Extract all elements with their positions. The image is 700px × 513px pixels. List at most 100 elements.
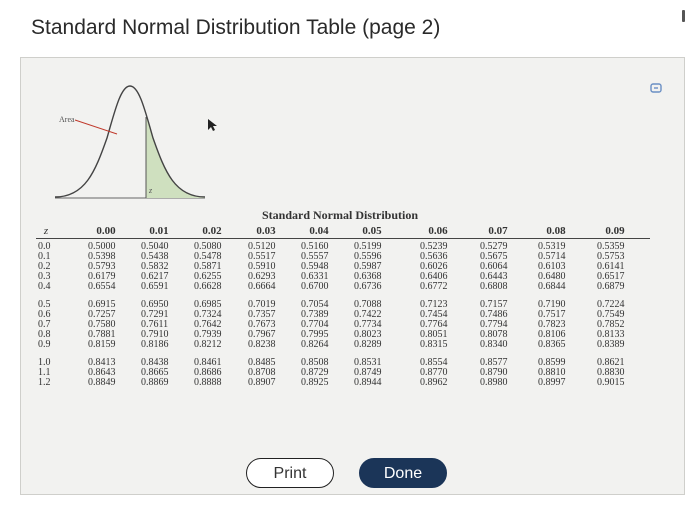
- table-cell: 0.5359: [597, 241, 625, 252]
- z-value: 0.2: [38, 261, 51, 272]
- table-cell: 0.5040: [141, 241, 169, 252]
- table-cell: 0.8315: [420, 339, 448, 350]
- window-control-icon[interactable]: [682, 10, 685, 22]
- z-value: 0.4: [38, 281, 51, 292]
- table-cell: 0.6026: [420, 261, 448, 272]
- table-cell: 0.8849: [88, 377, 116, 388]
- table-cell: 0.5987: [354, 261, 382, 272]
- table-cell: 0.7910: [141, 329, 169, 340]
- table-cell: 0.8888: [194, 377, 222, 388]
- table-cell: 0.7517: [538, 309, 566, 320]
- print-button[interactable]: Print: [246, 458, 334, 488]
- table-cell: 0.6808: [480, 281, 508, 292]
- table-cell: 0.7224: [597, 299, 625, 310]
- table-cell: 0.6331: [301, 271, 329, 282]
- table-cell: 0.7157: [480, 299, 508, 310]
- table-cell: 0.8133: [597, 329, 625, 340]
- table-cell: 0.7088: [354, 299, 382, 310]
- table-cell: 0.5832: [141, 261, 169, 272]
- value-column: 0.5040 0.5438 0.5832 0.6217 0.6591 0.6950 0.72…: [141, 242, 169, 388]
- table-cell: 0.8643: [88, 367, 116, 378]
- z-value: 0.6: [38, 309, 51, 320]
- table-cell: 0.7454: [420, 309, 448, 320]
- table-cell: 0.6844: [538, 281, 566, 292]
- table-cell: 0.8997: [538, 377, 566, 388]
- table-cell: 0.7734: [354, 319, 382, 330]
- z-value: 0.8: [38, 329, 51, 340]
- table-cell: 0.5478: [194, 251, 222, 262]
- value-column: 0.5000 0.5398 0.5793 0.6179 0.6554 0.6915 0.72…: [88, 242, 116, 388]
- table-cell: 0.7324: [194, 309, 222, 320]
- table-cell: 0.7422: [354, 309, 382, 320]
- table-cell: 0.8531: [354, 357, 382, 368]
- table-cell: 0.8790: [480, 367, 508, 378]
- shaded-area: [146, 113, 205, 198]
- table-cell: 0.8389: [597, 339, 625, 350]
- column-header: 0.04: [309, 225, 329, 237]
- table-cell: 0.5596: [354, 251, 382, 262]
- table-cell: 0.8413: [88, 357, 116, 368]
- table-cell: 0.5438: [141, 251, 169, 262]
- table-cell: 0.6915: [88, 299, 116, 310]
- table-cell: 0.5080: [194, 241, 222, 252]
- done-button[interactable]: Done: [359, 458, 447, 488]
- z-value: 0.7: [38, 319, 51, 330]
- expand-icon[interactable]: [650, 82, 662, 94]
- value-column: 0.5199 0.5596 0.5987 0.6368 0.6736 0.7088 0.74…: [354, 242, 382, 388]
- table-cell: 0.7291: [141, 309, 169, 320]
- table-cell: 0.8159: [88, 339, 116, 350]
- table-cell: 0.8554: [420, 357, 448, 368]
- table-cell: 0.5793: [88, 261, 116, 272]
- table-cell: 0.8708: [248, 367, 276, 378]
- table-cell: 0.5239: [420, 241, 448, 252]
- table-cell: 0.7881: [88, 329, 116, 340]
- bell-curve: [55, 85, 205, 198]
- table-cell: 0.5714: [538, 251, 566, 262]
- table-cell: 0.9015: [597, 377, 625, 388]
- z-value: 0.0: [38, 241, 51, 252]
- column-header: 0.01: [149, 225, 169, 237]
- table-cell: 0.5948: [301, 261, 329, 272]
- normal-curve-figure: Area z: [55, 85, 205, 199]
- table-cell: 0.5557: [301, 251, 329, 262]
- table-cell: 0.6700: [301, 281, 329, 292]
- table-cell: 0.5199: [354, 241, 382, 252]
- table-cell: 0.6985: [194, 299, 222, 310]
- column-header: 0.00: [96, 225, 116, 237]
- area-pointer-line: [74, 119, 118, 135]
- value-column: 0.5279 0.5675 0.6064 0.6443 0.6808 0.7157 0.74…: [480, 242, 508, 388]
- table-cell: 0.7704: [301, 319, 329, 330]
- table-cell: 0.7486: [480, 309, 508, 320]
- table-cell: 0.8621: [597, 357, 625, 368]
- table-cell: 0.6950: [141, 299, 169, 310]
- table-cell: 0.7190: [538, 299, 566, 310]
- z-value-column: 0.0 0.1 0.2 0.3 0.4 0.5 0.6 0.7 0.8 0.9 …: [38, 242, 51, 388]
- table-cell: 0.6772: [420, 281, 448, 292]
- table-cell: 0.8577: [480, 357, 508, 368]
- table-cell: 0.8729: [301, 367, 329, 378]
- z-value: 0.3: [38, 271, 51, 282]
- header-rule: [36, 238, 650, 239]
- table-cell: 0.5753: [597, 251, 625, 262]
- table-cell: 0.5871: [194, 261, 222, 272]
- table-cell: 0.8962: [420, 377, 448, 388]
- table-cell: 0.7823: [538, 319, 566, 330]
- table-cell: 0.7794: [480, 319, 508, 330]
- table-cell: 0.6064: [480, 261, 508, 272]
- z-value: 0.5: [38, 299, 51, 310]
- z-value: 0.9: [38, 339, 51, 350]
- table-cell: 0.8078: [480, 329, 508, 340]
- table-cell: 0.6255: [194, 271, 222, 282]
- window-title: Standard Normal Distribution Table (page…: [31, 16, 441, 39]
- column-header: 0.05: [362, 225, 382, 237]
- table-cell: 0.6141: [597, 261, 625, 272]
- table-cell: 0.8264: [301, 339, 329, 350]
- table-cell: 0.8051: [420, 329, 448, 340]
- table-cell: 0.8944: [354, 377, 382, 388]
- table-cell: 0.6443: [480, 271, 508, 282]
- table-cell: 0.8869: [141, 377, 169, 388]
- table-cell: 0.8830: [597, 367, 625, 378]
- table-cell: 0.8686: [194, 367, 222, 378]
- table-cell: 0.7967: [248, 329, 276, 340]
- value-column: 0.5319 0.5714 0.6103 0.6480 0.6844 0.7190 0.75…: [538, 242, 566, 388]
